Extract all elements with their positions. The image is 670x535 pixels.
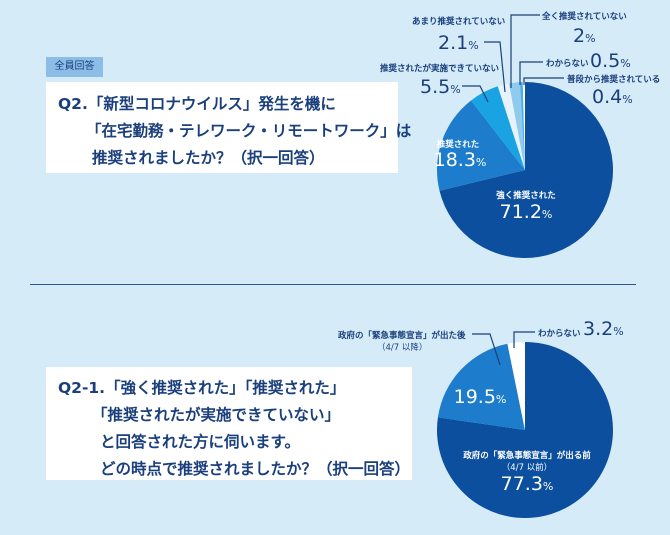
leader-line — [513, 331, 535, 348]
pie-slice — [439, 82, 613, 259]
question-line: 「推奨されたが実施できていない」 — [92, 406, 341, 424]
slice-value: 5.5% — [420, 76, 461, 98]
slice-value: 71.2% — [499, 201, 553, 223]
slice-sublabel: （4/7 以降） — [377, 343, 428, 353]
leader-line — [510, 14, 540, 88]
slice-value: 19.5% — [453, 386, 507, 408]
question-line: と回答された方に伺います。 — [100, 433, 300, 451]
slice-value: 18.3% — [433, 149, 487, 171]
pie-slice — [497, 83, 525, 170]
slice-value: 2.1% — [438, 32, 479, 54]
slice-label: 全く推奨されていない — [542, 12, 627, 22]
pie-slice — [436, 342, 613, 518]
question-box-q2: Q2.「新型コロナウイルス」発生を機に 「在宅勤務・テレワーク・リモートワーク」… — [46, 82, 411, 173]
slice-label: わからない — [546, 59, 589, 69]
question-line: Q2.「新型コロナウイルス」発生を機に — [58, 95, 336, 113]
question-line: どの時点で推奨されましたか？（択一回答） — [100, 460, 411, 478]
leader-line — [462, 85, 489, 103]
pie-slice — [507, 342, 525, 430]
question-line: Q2-1.「強く推奨された」「推奨された」 — [58, 379, 346, 397]
pie-slice — [509, 82, 525, 170]
slice-label: わからない — [538, 329, 581, 339]
slice-value: 2% — [573, 25, 596, 47]
leader-line — [523, 77, 564, 85]
pie-slice — [437, 343, 525, 430]
slice-value: 0.4% — [592, 86, 633, 108]
slice-label: 推奨されたが実施できていない — [380, 64, 500, 74]
slice-label: 強く推奨された — [496, 191, 556, 201]
slice-value: 0.5% — [590, 50, 631, 72]
pie-slice — [520, 82, 525, 170]
slice-sublabel: （4/7 以前） — [501, 463, 553, 473]
all-respondents-tag: 全員回答 — [46, 57, 103, 77]
slice-value: 77.3% — [500, 473, 554, 495]
pie-slice — [437, 100, 525, 191]
slice-value: 3.2% — [583, 318, 624, 340]
leader-line — [484, 41, 506, 93]
section-divider — [30, 284, 636, 285]
slice-label: 政府の「緊急事態宣言」が出た後 — [338, 331, 466, 341]
leader-line — [472, 333, 501, 366]
leader-line — [519, 61, 543, 85]
slice-label: あまり推奨されていない — [412, 17, 506, 27]
slice-label: 政府の「緊急事態宣言」が出る前 — [463, 451, 591, 461]
pie-slice — [471, 86, 525, 170]
question-line: 推奨されましたか？（択一回答） — [92, 149, 325, 167]
slice-label: 推奨された — [436, 140, 480, 150]
question-box-q2-1: Q2-1.「強く推奨された」「推奨された」 「推奨されたが実施できていない」 と… — [46, 367, 412, 480]
question-line: 「在宅勤務・テレワーク・リモートワーク」は — [86, 122, 412, 140]
slice-label: 普段から推奨されている — [567, 75, 661, 85]
pie-slice — [522, 82, 525, 170]
